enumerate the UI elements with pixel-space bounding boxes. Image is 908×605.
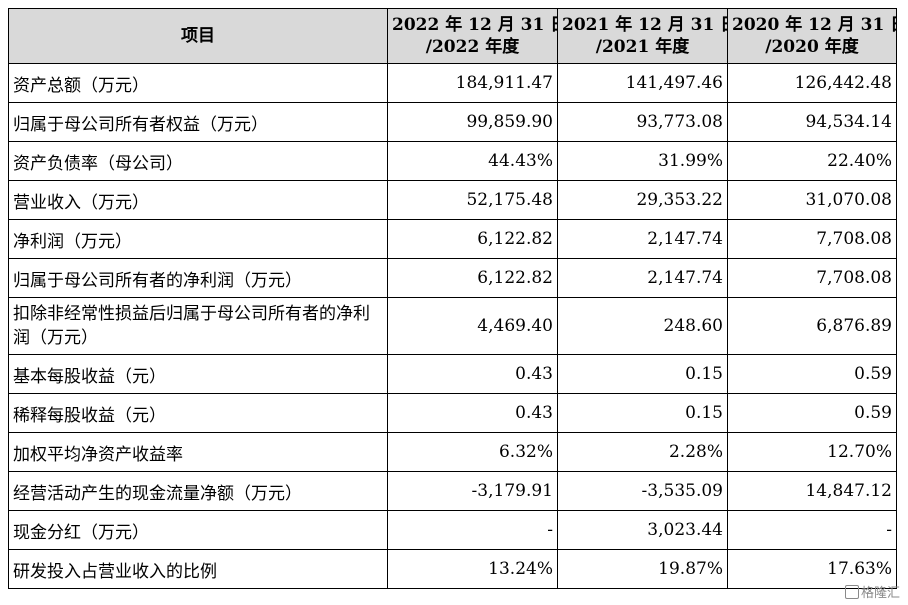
table-header-row: 项目 2022 年 12 月 31 日 /2022 年度 2021 年 12 月… (8, 8, 897, 64)
row-label: 净利润（万元） (8, 219, 388, 259)
table-row: 营业收入（万元） 52,175.48 29,353.22 31,070.08 (8, 180, 897, 220)
row-label: 稀释每股收益（元） (8, 393, 388, 433)
cell-2021: 19.87% (557, 549, 728, 589)
cell-2020: 0.59 (727, 354, 897, 394)
watermark-text: 格隆汇 (860, 586, 900, 601)
cell-2020: 7,708.08 (727, 258, 897, 298)
cell-2020: 126,442.48 (727, 63, 897, 103)
header-2020: 2020 年 12 月 31 日 /2020 年度 (727, 8, 897, 64)
header-2022-date: 2022 年 12 月 31 日 (392, 15, 558, 35)
table-row: 经营活动产生的现金流量净额（万元） -3,179.91 -3,535.09 14… (8, 471, 897, 511)
header-2022: 2022 年 12 月 31 日 /2022 年度 (387, 8, 558, 64)
table-row: 归属于母公司所有者权益（万元） 99,859.90 93,773.08 94,5… (8, 102, 897, 142)
header-item-label: 项目 (181, 26, 215, 46)
cell-2020: 6,876.89 (727, 297, 897, 355)
row-label: 经营活动产生的现金流量净额（万元） (8, 471, 388, 511)
table-row: 资产总额（万元） 184,911.47 141,497.46 126,442.4… (8, 63, 897, 103)
table-row: 研发投入占营业收入的比例 13.24% 19.87% 17.63% (8, 549, 897, 589)
cell-2021: 3,023.44 (557, 510, 728, 550)
header-2022-year: /2022 年度 (425, 37, 520, 57)
cell-2022: 184,911.47 (387, 63, 558, 103)
header-2020-date: 2020 年 12 月 31 日 (732, 15, 897, 35)
header-2021: 2021 年 12 月 31 日 /2021 年度 (557, 8, 728, 64)
cell-2021: 0.15 (557, 354, 728, 394)
row-label: 扣除非经常性损益后归属于母公司所有者的净利润（万元） (8, 297, 388, 355)
header-item: 项目 (8, 8, 388, 64)
cell-2020: 7,708.08 (727, 219, 897, 259)
row-label: 研发投入占营业收入的比例 (8, 549, 388, 589)
cell-2020: - (727, 510, 897, 550)
watermark-logo-icon (844, 585, 859, 599)
cell-2022: 4,469.40 (387, 297, 558, 355)
table-row: 现金分红（万元） - 3,023.44 - (8, 510, 897, 550)
table-row: 加权平均净资产收益率 6.32% 2.28% 12.70% (8, 432, 897, 472)
cell-2020: 0.59 (727, 393, 897, 433)
cell-2022: 52,175.48 (387, 180, 558, 220)
cell-2022: 13.24% (387, 549, 558, 589)
header-2020-year: /2020 年度 (765, 37, 859, 57)
cell-2020: 31,070.08 (727, 180, 897, 220)
cell-2021: 2,147.74 (557, 219, 728, 259)
cell-2020: 14,847.12 (727, 471, 897, 511)
cell-2020: 17.63% (727, 549, 897, 589)
header-2021-date: 2021 年 12 月 31 日 (562, 15, 728, 35)
cell-2021: 93,773.08 (557, 102, 728, 142)
row-label: 加权平均净资产收益率 (8, 432, 388, 472)
cell-2021: 0.15 (557, 393, 728, 433)
table-row: 资产负债率（母公司） 44.43% 31.99% 22.40% (8, 141, 897, 181)
cell-2021: 29,353.22 (557, 180, 728, 220)
row-label: 归属于母公司所有者的净利润（万元） (8, 258, 388, 298)
cell-2022: 0.43 (387, 354, 558, 394)
cell-2022: -3,179.91 (387, 471, 558, 511)
cell-2022: 6,122.82 (387, 219, 558, 259)
row-label: 归属于母公司所有者权益（万元） (8, 102, 388, 142)
cell-2021: 2,147.74 (557, 258, 728, 298)
table-row: 基本每股收益（元） 0.43 0.15 0.59 (8, 354, 897, 394)
header-2021-year: /2021 年度 (595, 37, 690, 57)
cell-2022: 99,859.90 (387, 102, 558, 142)
table-row: 归属于母公司所有者的净利润（万元） 6,122.82 2,147.74 7,70… (8, 258, 897, 298)
cell-2022: 0.43 (387, 393, 558, 433)
table-row: 净利润（万元） 6,122.82 2,147.74 7,708.08 (8, 219, 897, 259)
cell-2021: -3,535.09 (557, 471, 728, 511)
cell-2022: 6,122.82 (387, 258, 558, 298)
cell-2020: 22.40% (727, 141, 897, 181)
cell-2021: 141,497.46 (557, 63, 728, 103)
cell-2020: 94,534.14 (727, 102, 897, 142)
cell-2022: 44.43% (387, 141, 558, 181)
row-label: 资产总额（万元） (8, 63, 388, 103)
row-label: 资产负债率（母公司） (8, 141, 388, 181)
table-row: 扣除非经常性损益后归属于母公司所有者的净利润（万元） 4,469.40 248.… (8, 297, 897, 355)
cell-2022: - (387, 510, 558, 550)
watermark: 格隆汇 (844, 582, 900, 601)
cell-2022: 6.32% (387, 432, 558, 472)
row-label: 基本每股收益（元） (8, 354, 388, 394)
financial-summary-table: 项目 2022 年 12 月 31 日 /2022 年度 2021 年 12 月… (8, 8, 897, 589)
row-label: 现金分红（万元） (8, 510, 388, 550)
cell-2021: 248.60 (557, 297, 728, 355)
cell-2021: 31.99% (557, 141, 728, 181)
cell-2021: 2.28% (557, 432, 728, 472)
table-row: 稀释每股收益（元） 0.43 0.15 0.59 (8, 393, 897, 433)
cell-2020: 12.70% (727, 432, 897, 472)
row-label: 营业收入（万元） (8, 180, 388, 220)
